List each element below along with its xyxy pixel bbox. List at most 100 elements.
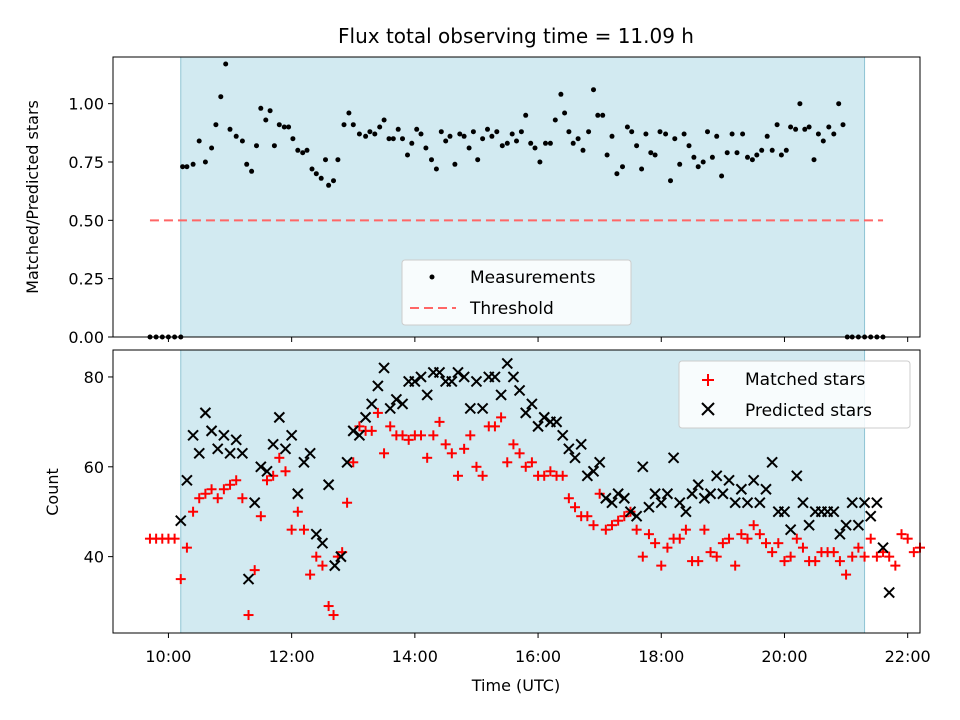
measurement-point <box>509 131 515 137</box>
predicted-star-point <box>470 375 483 388</box>
x-tick-label: 16:00 <box>515 647 561 666</box>
measurement-point <box>438 129 444 135</box>
predicted-star-point <box>692 479 704 491</box>
predicted-star-point <box>630 510 643 522</box>
top-y-tick-label: 0.25 <box>68 270 104 289</box>
bottom-y-axis-label: Count <box>43 468 62 516</box>
predicted-star-point <box>218 429 230 442</box>
matched-star-point <box>175 574 186 585</box>
matched-star-point <box>785 551 796 562</box>
predicted-star-point <box>322 479 335 491</box>
matched-star-point <box>643 529 654 540</box>
matched-star-point <box>489 421 500 432</box>
predicted-star-point <box>329 559 341 572</box>
predicted-star-point <box>415 371 427 383</box>
measurement-point <box>840 122 846 128</box>
measurement-point <box>691 154 697 160</box>
matched-star-point <box>496 412 507 423</box>
predicted-star-point <box>366 398 378 410</box>
predicted-star-point <box>871 497 883 509</box>
matched-star-point <box>588 520 599 531</box>
measurement-point <box>668 178 673 184</box>
predicted-star-point <box>754 497 766 509</box>
measurement-point <box>836 101 842 107</box>
measurement-point <box>745 154 750 160</box>
matched-star-point <box>570 502 581 513</box>
measurement-point <box>643 131 649 137</box>
predicted-star-point <box>538 411 550 424</box>
matched-star-point <box>841 569 852 580</box>
top-panel: 0.00 0.25 0.50 0.75 1.00 Matched/Predicted s… <box>23 56 921 347</box>
predicted-star-point <box>298 456 310 469</box>
matched-star-point <box>613 515 624 526</box>
x-tick-label: 14:00 <box>392 647 438 666</box>
matched-star-point <box>884 551 895 562</box>
bottom-y-ticks: 40 60 80 <box>84 368 113 567</box>
predicted-star-point <box>587 465 600 477</box>
predicted-stars-points <box>175 357 895 599</box>
measurement-point <box>729 131 735 137</box>
matched-star-point <box>871 551 882 562</box>
matched-star-point <box>323 601 334 612</box>
matched-star-point <box>502 457 513 468</box>
predicted-star-point <box>390 393 403 406</box>
matched-star-point <box>237 493 248 504</box>
predicted-star-point <box>181 474 193 486</box>
matched-star-point <box>711 551 722 562</box>
matched-star-point <box>379 448 390 459</box>
top-y-axis-label: Matched/Predicted stars <box>23 100 42 294</box>
x-tick-label: 12:00 <box>269 647 315 666</box>
predicted-star-point <box>279 443 292 455</box>
matched-star-point <box>508 439 519 450</box>
predicted-star-point <box>476 402 489 415</box>
matched-star-point <box>631 524 642 535</box>
predicted-star-point <box>175 514 187 527</box>
measurement-point <box>788 124 794 130</box>
predicted-star-point <box>532 420 544 433</box>
measurement-point <box>504 140 510 146</box>
predicted-star-point <box>489 371 501 383</box>
matched-star-point <box>385 421 396 432</box>
measurement-point <box>470 129 476 135</box>
measurement-point <box>286 124 292 130</box>
measurement-point <box>663 131 669 137</box>
matched-star-point <box>422 452 433 463</box>
predicted-star-point <box>507 371 520 383</box>
predicted-star-point <box>255 461 267 473</box>
measurement-point <box>433 166 439 172</box>
predicted-star-point <box>704 488 717 500</box>
measurement-point <box>323 157 328 163</box>
measurement-point <box>346 110 352 116</box>
predicted-star-point <box>292 488 304 500</box>
measurement-point <box>239 138 245 144</box>
measurement-point <box>499 143 505 149</box>
predicted-star-point <box>766 456 778 469</box>
measurement-point <box>304 147 310 153</box>
measurement-point <box>281 124 287 130</box>
matched-star-point <box>853 542 864 553</box>
measurement-point <box>695 164 701 170</box>
matched-star-point <box>348 457 359 468</box>
measurement-point <box>709 154 715 160</box>
predicted-star-point <box>341 456 353 469</box>
predicted-stars-legend-marker <box>701 402 715 416</box>
measurement-point <box>276 122 282 128</box>
measurement-point <box>184 164 190 170</box>
measurement-point <box>363 133 369 139</box>
measurement-point <box>580 147 586 153</box>
matched-stars-points <box>144 407 925 621</box>
matched-star-point <box>218 484 229 495</box>
measurement-point <box>820 138 826 144</box>
matched-star-point <box>249 565 260 576</box>
predicted-star-point <box>550 416 563 428</box>
measurement-point <box>575 136 581 142</box>
predicted-star-point <box>242 573 255 585</box>
predicted-star-point <box>236 447 249 460</box>
measurement-point <box>489 133 495 139</box>
matched-star-point <box>286 524 297 535</box>
predicted-star-point <box>409 375 421 388</box>
predicted-star-point <box>230 434 242 446</box>
predicted-star-point <box>883 586 895 599</box>
measurement-point <box>591 87 596 93</box>
matched-star-point <box>656 560 667 571</box>
